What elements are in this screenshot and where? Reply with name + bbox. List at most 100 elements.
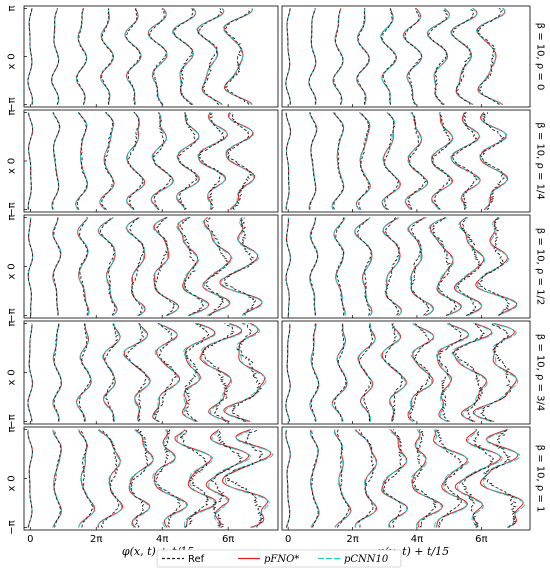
y-tick-label: 0 — [7, 369, 18, 375]
series-ref-line — [224, 8, 250, 105]
panel-r3-c0 — [23, 320, 279, 425]
series-ref-line — [437, 323, 463, 422]
series-pcnn10-line — [410, 429, 443, 528]
series-pfno-line — [437, 323, 469, 422]
x-tick-label: 2π — [346, 534, 358, 545]
panel-frame — [23, 320, 279, 425]
series-ref-line — [285, 8, 291, 105]
series-ref-line — [404, 8, 423, 105]
y-tick-label: 0 — [7, 158, 18, 164]
series-ref-line — [27, 217, 34, 316]
row-label: β = 10, ρ = 3/4 — [535, 334, 546, 411]
series-pcnn10-line — [380, 323, 406, 422]
series-ref-line — [125, 8, 142, 105]
series-pcnn10-line — [196, 8, 225, 105]
panel-r2-c1 — [281, 214, 531, 319]
series-pcnn10-line — [426, 8, 450, 105]
series-ref-line — [333, 323, 347, 422]
series-pcnn10-line — [355, 112, 371, 210]
series-pcnn10-line — [153, 323, 179, 422]
series-ref-line — [178, 217, 204, 316]
series-pcnn10-line — [171, 8, 197, 105]
series-pcnn10-line — [52, 429, 63, 528]
series-pcnn10-line — [75, 112, 88, 210]
series-ref-line — [381, 8, 397, 105]
series-pcnn10-line — [381, 112, 401, 210]
series-ref-line — [477, 217, 511, 316]
x-tick-label: 4π — [411, 534, 423, 545]
series-ref-line — [412, 429, 438, 528]
series-ref-line — [225, 429, 265, 528]
series-ref-line — [409, 323, 431, 422]
panel-r4-c1 — [281, 426, 531, 531]
series-pcnn10-line — [78, 429, 95, 528]
series-pcnn10-line — [382, 429, 408, 528]
series-ref-line — [356, 217, 372, 316]
series-pcnn10-line — [97, 429, 123, 528]
series-ref-line — [333, 8, 344, 105]
series-ref-line — [153, 323, 177, 422]
row-label: β = 10, ρ = 1/2 — [535, 228, 546, 305]
series-pcnn10-line — [200, 323, 243, 422]
panel-frame — [281, 109, 531, 213]
series-pcnn10-line — [175, 112, 200, 210]
series-ref-line — [128, 429, 149, 528]
x-tick-label: 4π — [156, 534, 168, 545]
series-ref-line — [197, 112, 224, 210]
panel-r1-c1 — [281, 109, 531, 213]
series-pcnn10-line — [221, 217, 263, 316]
series-ref-line — [285, 323, 291, 422]
legend-box — [156, 549, 402, 568]
series-pcnn10-line — [129, 429, 154, 528]
series-pcnn10-line — [435, 323, 470, 422]
panel-r0-c1 — [281, 5, 531, 108]
series-ref-line — [383, 112, 399, 210]
series-pfno-line — [221, 429, 272, 528]
y-axis-label: x — [7, 485, 18, 491]
series-pcnn10-line — [124, 8, 142, 105]
panel-frame — [23, 5, 279, 108]
series-ref-line — [210, 429, 244, 528]
series-ref-line — [358, 429, 375, 528]
series-pcnn10-line — [76, 217, 89, 316]
series-ref-line — [173, 8, 194, 106]
series-pcnn10-line — [76, 323, 92, 422]
y-axis-label: x — [7, 63, 18, 69]
series-ref-line — [27, 8, 33, 105]
series-ref-line — [308, 8, 317, 105]
y-tick-label: −π — [7, 202, 18, 216]
series-pcnn10-line — [97, 217, 117, 316]
series-ref-line — [456, 217, 482, 316]
series-pcnn10-line — [434, 429, 470, 528]
series-pcnn10-line — [222, 8, 253, 105]
series-ref-line — [52, 217, 61, 316]
y-axis-label: x — [7, 168, 18, 174]
x-tick-label: 0 — [285, 534, 291, 545]
series-pcnn10-line — [202, 217, 233, 316]
series-ref-line — [434, 429, 463, 528]
series-pcnn10-line — [404, 112, 428, 210]
series-pcnn10-line — [183, 323, 216, 422]
series-ref-line — [224, 217, 257, 316]
series-ref-line — [309, 217, 318, 316]
series-pcnn10-line — [354, 429, 377, 528]
series-pcnn10-line — [450, 112, 481, 210]
panel-frame — [23, 426, 279, 531]
panel-r1-c0 — [23, 109, 279, 213]
series-ref-line — [78, 217, 89, 316]
series-ref-line — [482, 429, 518, 528]
series-pcnn10-line — [479, 112, 508, 210]
y-tick-label: −π — [7, 414, 18, 428]
series-ref-line — [407, 112, 427, 210]
series-ref-line — [101, 429, 120, 528]
panel-frame — [23, 214, 279, 319]
series-pcnn10-line — [176, 429, 216, 528]
series-ref-line — [285, 112, 291, 210]
y-tick-label: π — [7, 109, 18, 115]
series-pcnn10-line — [457, 429, 503, 528]
series-ref-line — [104, 323, 119, 422]
series-pfno-line — [152, 323, 181, 422]
series-ref-line — [27, 429, 33, 528]
series-pcnn10-line — [152, 429, 188, 528]
